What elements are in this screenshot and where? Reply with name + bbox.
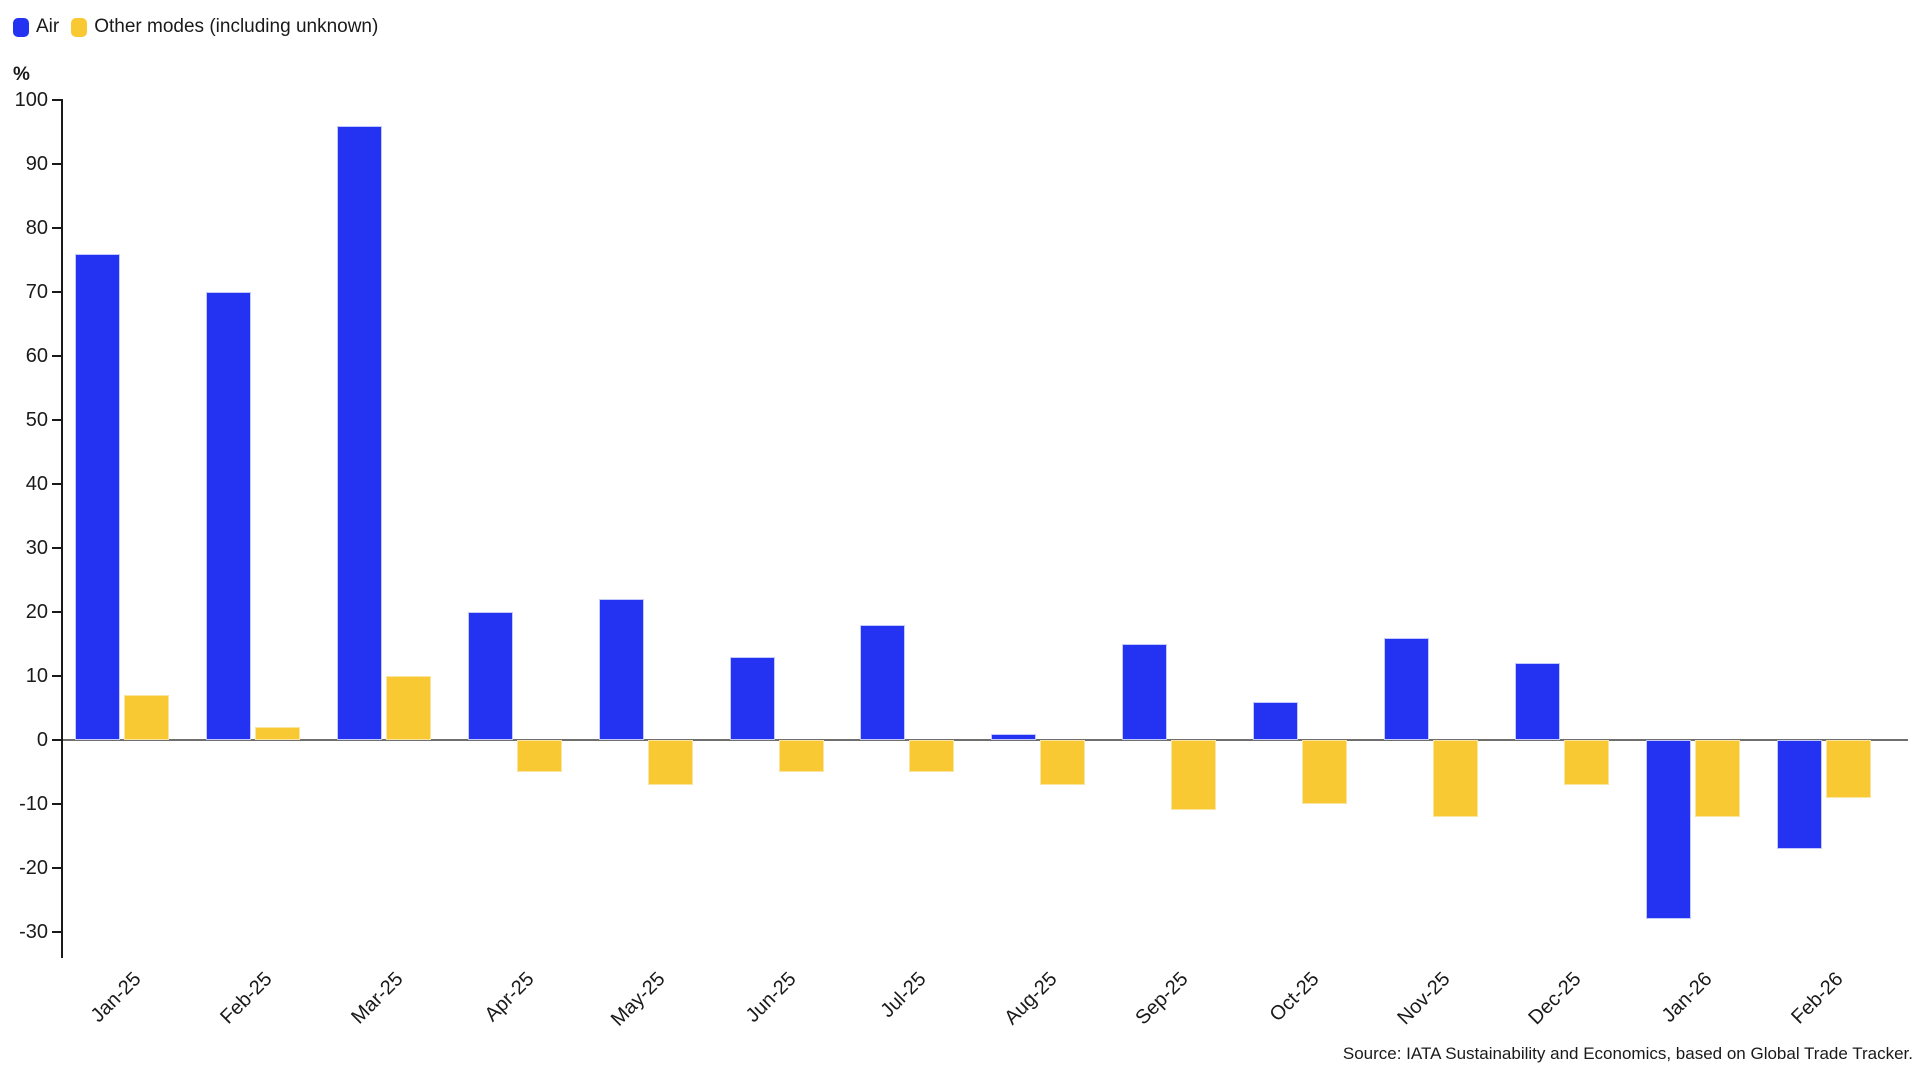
bar-air-mar-25	[336, 125, 382, 740]
bar-air-dec-25	[1514, 663, 1560, 740]
y-tick-label: 0	[36, 729, 48, 751]
x-axis-label-mar-25: Mar-25	[346, 968, 408, 1029]
x-axis-label-jul-25: Jul-25	[876, 968, 931, 1023]
y-tick-mark	[52, 291, 61, 293]
y-tick-mark	[52, 483, 61, 485]
y-tick-mark	[52, 547, 61, 549]
y-tick-label: 60	[25, 345, 48, 367]
bar-air-jan-26	[1645, 740, 1691, 920]
y-tick-mark	[52, 931, 61, 933]
y-tick-label: 30	[25, 537, 48, 559]
y-tick-mark	[52, 419, 61, 421]
bar-other-may-25	[647, 740, 693, 785]
bar-air-aug-25	[991, 733, 1037, 740]
bar-air-jul-25	[860, 624, 906, 740]
y-tick-mark	[52, 99, 61, 101]
x-axis-label-aug-25: Aug-25	[1000, 968, 1062, 1030]
y-tick-mark	[52, 803, 61, 805]
bar-other-oct-25	[1302, 740, 1348, 804]
bar-other-feb-25	[254, 727, 300, 740]
bar-other-aug-25	[1040, 740, 1086, 785]
y-tick-label: 80	[25, 217, 48, 239]
bar-air-sep-25	[1122, 644, 1168, 740]
bar-air-may-25	[598, 599, 644, 740]
bar-other-apr-25	[516, 740, 562, 772]
y-tick-label: 40	[25, 473, 48, 495]
y-tick-label: -30	[19, 921, 48, 943]
zero-baseline	[63, 739, 1908, 741]
legend-label-air: Air	[36, 16, 60, 37]
source-note: Source: IATA Sustainability and Economic…	[1342, 1044, 1913, 1063]
y-tick-label: -20	[19, 857, 48, 879]
bar-air-jun-25	[729, 656, 775, 740]
y-tick-label: 70	[25, 281, 48, 303]
bar-other-jan-26	[1694, 740, 1740, 817]
x-axis-label-jun-25: Jun-25	[741, 968, 801, 1027]
bar-air-nov-25	[1384, 637, 1429, 740]
y-tick-label: 100	[14, 89, 48, 111]
legend-item-air[interactable]: Air	[13, 16, 59, 38]
bar-other-nov-25	[1433, 740, 1478, 817]
y-axis-unit-label: %	[13, 64, 30, 85]
y-tick-mark	[52, 227, 61, 229]
y-tick-mark	[52, 355, 61, 357]
y-tick-label: 10	[25, 665, 48, 687]
x-axis-label-may-25: May-25	[606, 968, 670, 1031]
bar-air-apr-25	[467, 612, 513, 740]
legend-swatch-other-modes-icon	[71, 17, 88, 37]
legend-swatch-air-icon	[13, 17, 29, 37]
y-tick-mark	[52, 867, 61, 869]
bar-other-sep-25	[1171, 740, 1217, 811]
legend: Air Other modes (including unknown)	[13, 16, 378, 38]
x-axis-label-jan-25: Jan-25	[86, 968, 146, 1027]
bar-other-mar-25	[385, 676, 431, 740]
y-tick-label: -10	[19, 793, 48, 815]
y-tick-label: 50	[25, 409, 48, 431]
bar-other-feb-26	[1825, 740, 1871, 798]
legend-label-other-modes: Other modes (including unknown)	[94, 16, 379, 37]
y-tick-mark	[52, 675, 61, 677]
bar-other-jun-25	[778, 740, 824, 772]
y-axis-line	[61, 99, 63, 958]
x-axis-label-apr-25: Apr-25	[480, 968, 539, 1027]
bar-other-dec-25	[1563, 740, 1609, 785]
y-tick-mark	[52, 163, 61, 165]
bar-other-jul-25	[909, 740, 955, 772]
bar-air-feb-25	[205, 292, 251, 740]
x-axis-label-oct-25: Oct-25	[1265, 968, 1324, 1027]
bar-air-feb-26	[1776, 740, 1822, 849]
y-tick-mark	[52, 611, 61, 613]
bar-air-jan-25	[75, 253, 120, 740]
legend-item-other-modes[interactable]: Other modes (including unknown)	[71, 16, 378, 38]
y-tick-mark	[52, 739, 61, 741]
x-axis-label-feb-25: Feb-25	[216, 968, 277, 1029]
x-axis-label-sep-25: Sep-25	[1131, 968, 1193, 1030]
y-tick-label: 90	[25, 153, 48, 175]
bar-air-oct-25	[1253, 701, 1299, 740]
y-tick-label: 20	[25, 601, 48, 623]
bar-other-jan-25	[124, 695, 169, 740]
